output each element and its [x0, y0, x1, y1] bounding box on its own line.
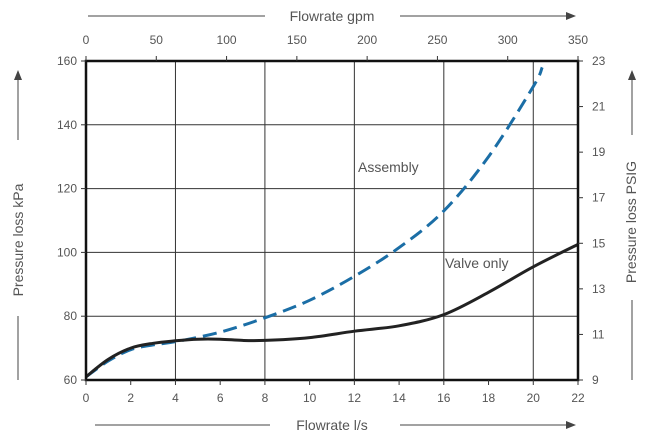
y2-axis-arrowhead [628, 70, 636, 80]
x-tick-label: 14 [392, 391, 406, 405]
x-tick-label: 0 [83, 391, 90, 405]
x2-tick-label: 150 [287, 33, 307, 47]
x-tick-label: 12 [348, 391, 362, 405]
x2-tick-label: 350 [568, 33, 588, 47]
x2-tick-label: 250 [427, 33, 447, 47]
y2-axis-title: Pressure loss PSIG [623, 161, 639, 283]
y-axis-title: Pressure loss kPa [10, 183, 26, 296]
x-tick-label: 8 [262, 391, 269, 405]
x2-tick-label: 0 [83, 33, 90, 47]
x-tick-label: 2 [127, 391, 134, 405]
y2-tick-label: 19 [592, 145, 606, 159]
y-tick-label: 80 [64, 309, 78, 323]
y-tick-label: 60 [64, 373, 78, 387]
x-tick-label: 20 [527, 391, 541, 405]
y-axis-arrowhead [14, 70, 22, 80]
tick-labels: 0 2 4 6 8 10 12 14 16 18 20 22 60 80 100 120 140 160 0 50 10… [57, 33, 606, 405]
x2-tick-label: 50 [150, 33, 164, 47]
series-line-1 [85, 243, 579, 378]
y2-tick-label: 13 [592, 282, 606, 296]
y-tick-label: 140 [57, 118, 77, 132]
y2-tick-label: 17 [592, 191, 606, 205]
y2-tick-label: 21 [592, 100, 606, 114]
plot-frame [84, 59, 580, 382]
x2-axis-arrowhead [566, 12, 576, 20]
x2-axis-title: Flowrate gpm [290, 8, 375, 24]
y2-tick-label: 9 [592, 373, 599, 387]
y-tick-label: 160 [57, 54, 77, 68]
y2-tick-label: 15 [592, 236, 606, 250]
x-tick-label: 16 [437, 391, 451, 405]
x-axis-arrowhead [566, 421, 576, 429]
x2-tick-label: 100 [217, 33, 237, 47]
x-tick-label: 22 [571, 391, 585, 405]
x-tick-label: 10 [303, 391, 317, 405]
x2-tick-label: 300 [498, 33, 518, 47]
x-tick-label: 4 [172, 391, 179, 405]
series-layer [85, 66, 579, 379]
grid [86, 61, 578, 380]
x-tick-label: 18 [482, 391, 496, 405]
y2-tick-label: 23 [592, 54, 606, 68]
x-tick-label: 6 [217, 391, 224, 405]
x2-tick-label: 200 [357, 33, 377, 47]
annotation-assembly: Assembly [358, 159, 419, 175]
y2-tick-label: 11 [592, 327, 605, 341]
x-axis-title: Flowrate l/s [296, 417, 368, 433]
ticks [81, 56, 583, 385]
y-tick-label: 120 [57, 182, 77, 196]
annotation-valve-only: Valve only [445, 255, 509, 271]
series-line-0 [85, 66, 544, 379]
y-tick-label: 100 [57, 245, 77, 259]
